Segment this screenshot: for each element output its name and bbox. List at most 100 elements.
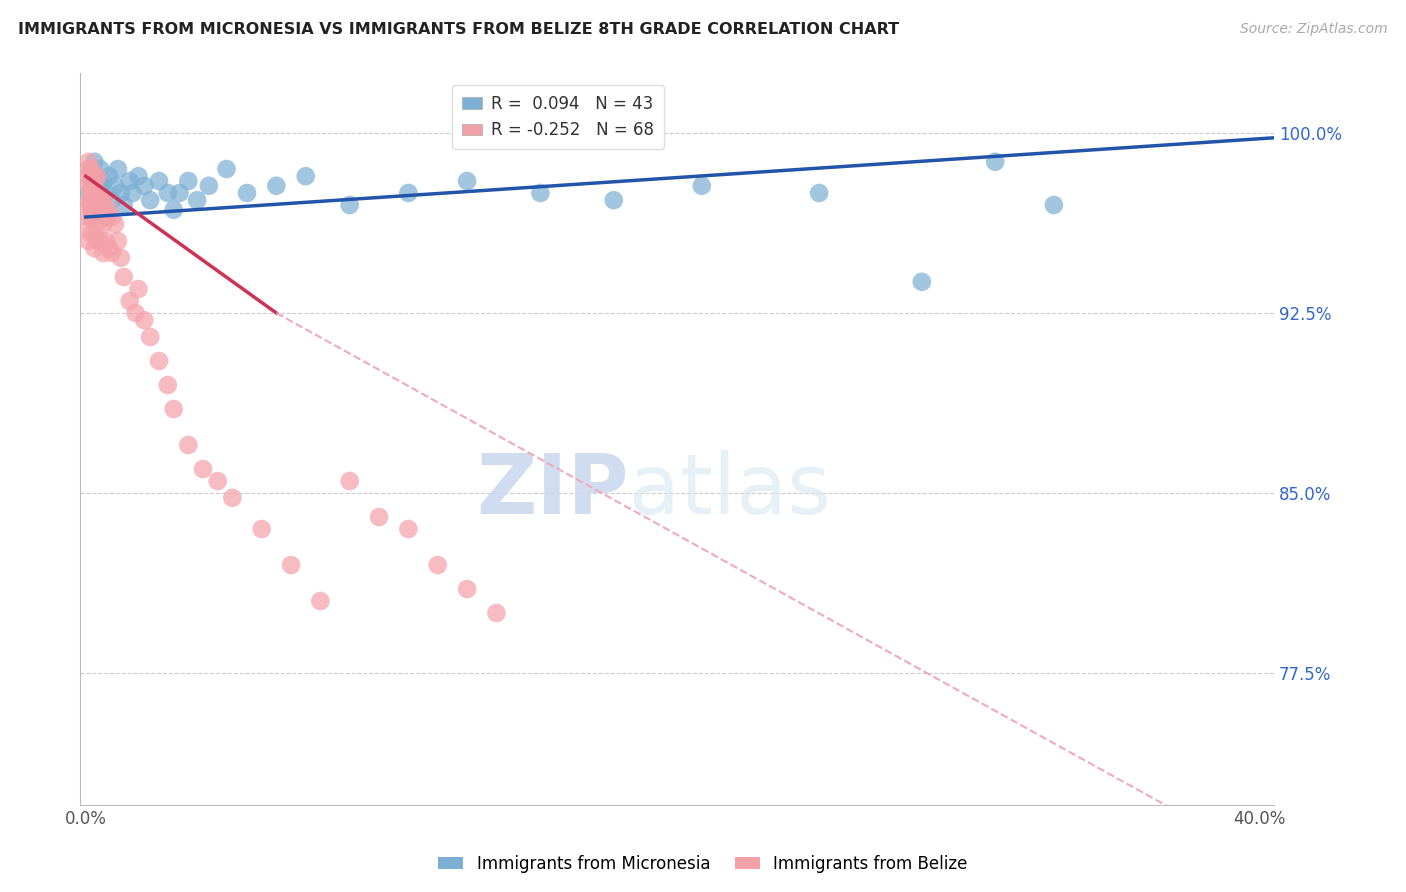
Point (80, 198, 103, 212)
Point (134, 313, 156, 327)
Point (134, 178, 156, 193)
Point (101, 193, 124, 207)
Point (77, 198, 100, 212)
Legend: Immigrants from Micronesia, Immigrants from Belize: Immigrants from Micronesia, Immigrants f… (432, 848, 974, 880)
Point (86, 186, 108, 200)
Point (280, 558, 302, 572)
Point (266, 178, 288, 193)
Point (124, 306, 146, 320)
Point (1043, 198, 1066, 212)
Point (80, 210, 103, 224)
Point (77, 222, 100, 236)
Point (198, 178, 221, 193)
Point (89, 234, 111, 248)
Point (86, 169, 108, 184)
Point (309, 594, 332, 608)
Point (118, 293, 141, 308)
Point (80, 161, 103, 176)
Point (80, 193, 103, 207)
Point (207, 474, 229, 488)
Point (177, 438, 200, 452)
Point (91, 174, 114, 188)
Point (77, 234, 100, 248)
Point (163, 402, 186, 417)
Point (89, 202, 111, 217)
Point (80, 186, 103, 200)
Point (603, 193, 626, 207)
Point (107, 234, 129, 248)
Point (118, 174, 141, 188)
Text: atlas: atlas (628, 450, 831, 531)
Point (77, 193, 100, 207)
Point (77, 178, 100, 193)
Point (83, 198, 105, 212)
Point (96, 186, 118, 200)
Point (110, 251, 132, 265)
Point (77, 169, 100, 184)
Point (215, 161, 238, 176)
Point (156, 186, 179, 200)
Point (86, 198, 108, 212)
Point (77, 186, 100, 200)
Point (101, 210, 124, 224)
Point (89, 193, 111, 207)
Point (221, 491, 243, 505)
Point (86, 169, 108, 184)
Point (911, 275, 934, 289)
Point (104, 178, 127, 193)
Point (250, 522, 273, 536)
Point (91, 246, 114, 260)
Point (83, 178, 105, 193)
Point (83, 241, 105, 255)
Point (104, 217, 127, 231)
Point (808, 186, 831, 200)
Point (339, 474, 361, 488)
Point (80, 178, 103, 193)
Point (396, 186, 419, 200)
Point (139, 330, 162, 344)
Point (107, 161, 129, 176)
Point (83, 193, 105, 207)
Point (101, 246, 124, 260)
Point (91, 217, 114, 231)
Point (86, 186, 108, 200)
Point (368, 510, 391, 524)
Text: IMMIGRANTS FROM MICRONESIA VS IMMIGRANTS FROM BELIZE 8TH GRADE CORRELATION CHART: IMMIGRANTS FROM MICRONESIA VS IMMIGRANTS… (18, 22, 900, 37)
Point (156, 378, 179, 392)
Point (80, 227, 103, 241)
Point (456, 174, 478, 188)
Point (80, 161, 103, 176)
Point (86, 217, 108, 231)
Point (163, 202, 186, 217)
Point (86, 234, 108, 248)
Point (139, 193, 162, 207)
Point (690, 178, 713, 193)
Point (89, 161, 111, 176)
Text: ZIP: ZIP (477, 450, 628, 531)
Point (89, 202, 111, 217)
Point (96, 234, 118, 248)
Point (110, 186, 132, 200)
Point (77, 210, 100, 224)
Point (339, 198, 361, 212)
Point (112, 198, 135, 212)
Point (191, 462, 214, 476)
Point (169, 186, 191, 200)
Point (121, 186, 143, 200)
Point (236, 186, 259, 200)
Point (83, 154, 105, 169)
Point (80, 174, 103, 188)
Text: Source: ZipAtlas.com: Source: ZipAtlas.com (1240, 22, 1388, 37)
Point (86, 186, 108, 200)
Point (112, 270, 135, 285)
Point (77, 154, 100, 169)
Point (148, 174, 170, 188)
Point (98, 241, 121, 255)
Point (529, 186, 551, 200)
Point (91, 193, 114, 207)
Point (396, 522, 419, 536)
Point (83, 169, 105, 184)
Point (177, 174, 200, 188)
Point (148, 354, 170, 368)
Point (186, 193, 208, 207)
